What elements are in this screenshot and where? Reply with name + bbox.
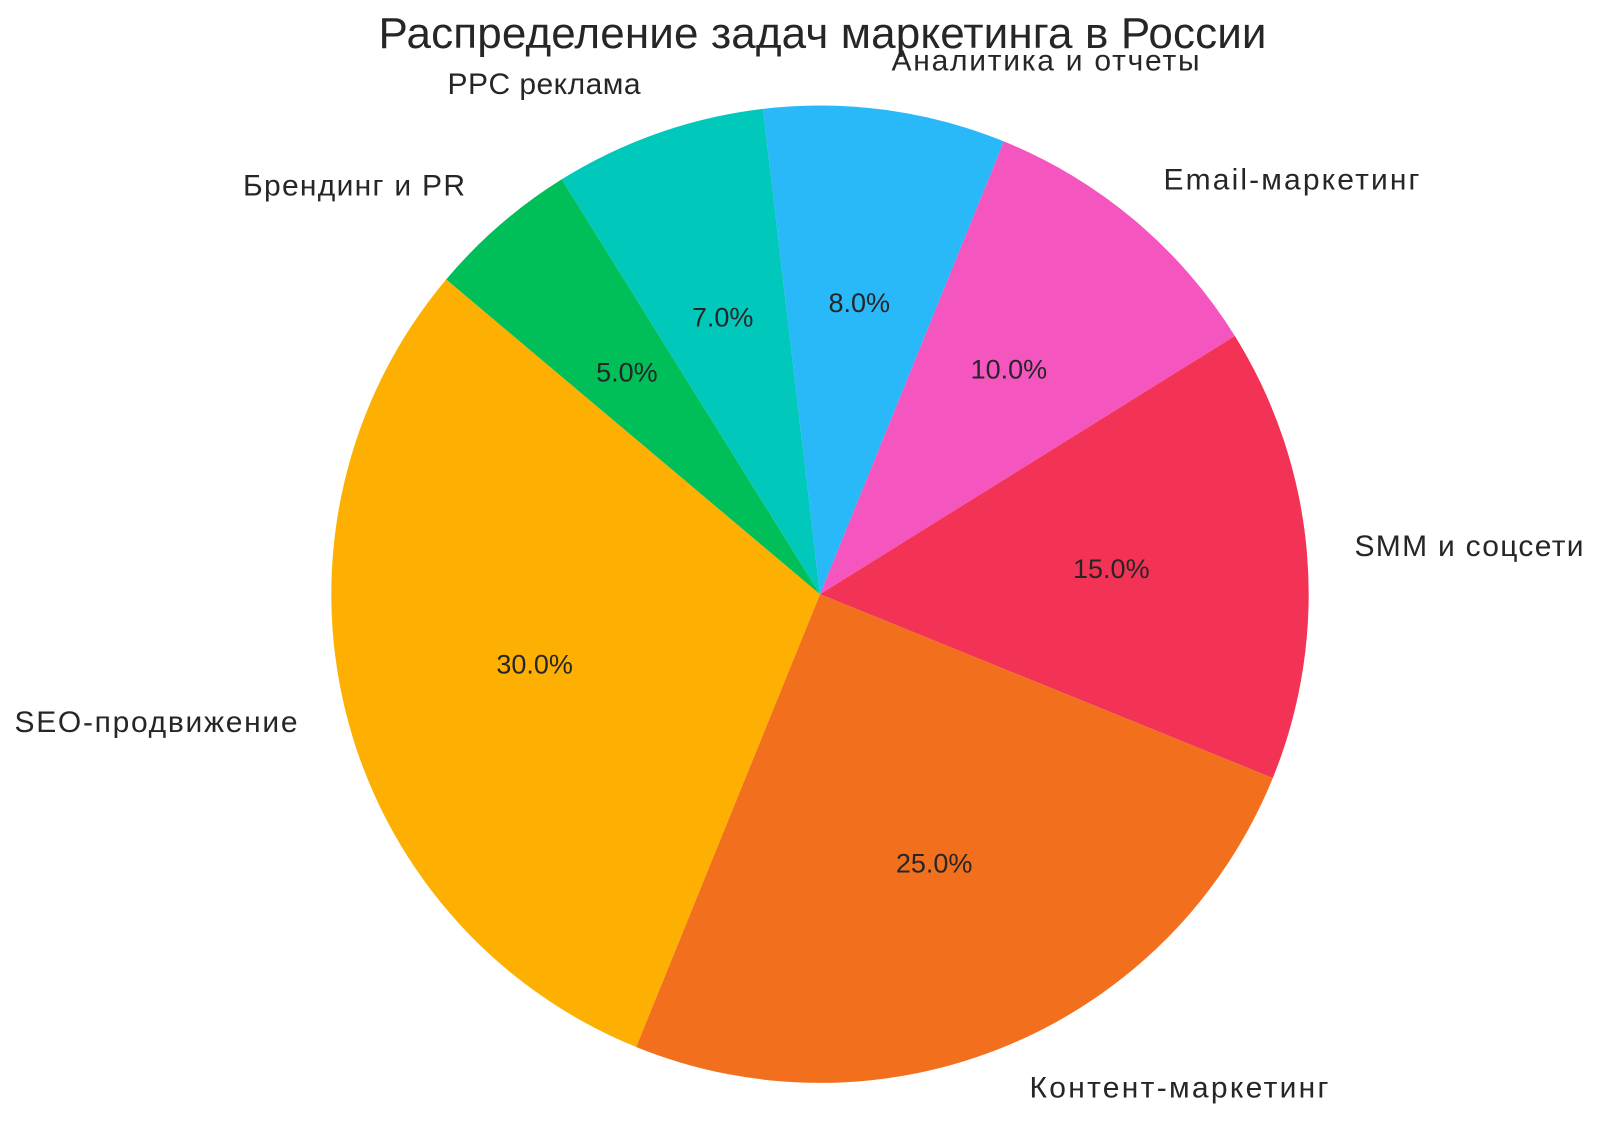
svg-text:25.0%: 25.0% [896,849,973,879]
svg-text:5.0%: 5.0% [596,357,658,387]
svg-text:Брендинг и PR: Брендинг и PR [243,170,465,203]
svg-text:Распределение задач маркетинга: Распределение задач маркетинга в России [379,9,1267,58]
svg-text:Аналитика и отчеты: Аналитика и отчеты [892,45,1200,78]
svg-text:Email-маркетинг: Email-маркетинг [1164,164,1420,197]
svg-text:SMM и соцсети: SMM и соцсети [1355,530,1584,563]
svg-text:7.0%: 7.0% [692,302,754,332]
svg-text:30.0%: 30.0% [496,649,573,679]
svg-text:15.0%: 15.0% [1073,554,1150,584]
svg-text:10.0%: 10.0% [971,355,1048,385]
svg-text:Контент-маркетинг: Контент-маркетинг [1030,1071,1329,1104]
svg-text:PPC реклама: PPC реклама [448,68,641,101]
svg-text:8.0%: 8.0% [829,288,891,318]
svg-text:SEO-продвижение: SEO-продвижение [15,706,298,739]
